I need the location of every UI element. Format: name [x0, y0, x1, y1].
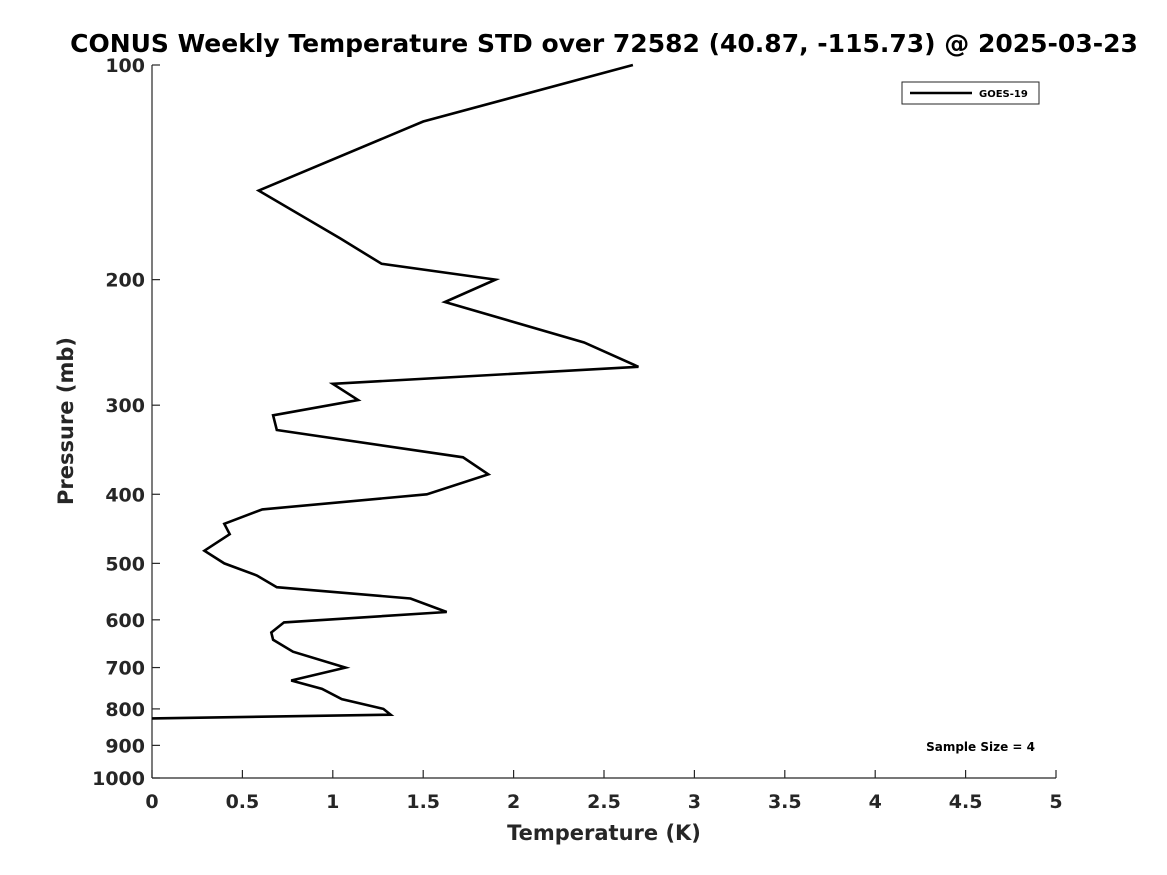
y-tick-label: 300	[105, 395, 145, 417]
y-tick-label: 900	[105, 735, 145, 757]
x-ticks: 0 0.5 1 1.5 2 2.5 3 3.5 4 4.5 5	[145, 770, 1063, 813]
plot-area	[151, 63, 639, 720]
x-tick-label: 5	[1049, 791, 1062, 813]
y-tick-label: 200	[105, 270, 145, 292]
y-tick-label: 100	[105, 55, 145, 77]
y-ticks: 100 200 300 400 500 600 700 800 900 1000	[92, 55, 160, 790]
x-tick-label: 0	[145, 791, 158, 813]
y-tick-label: 500	[105, 553, 145, 575]
series-line-goes-19	[151, 63, 639, 720]
x-tick-label: 1.5	[406, 791, 440, 813]
x-tick-label: 0.5	[226, 791, 260, 813]
x-tick-label: 3.5	[768, 791, 802, 813]
x-tick-label: 2	[507, 791, 520, 813]
x-tick-label: 4.5	[949, 791, 983, 813]
x-axis-label: Temperature (K)	[507, 821, 701, 845]
sample-size-annotation: Sample Size = 4	[926, 740, 1035, 754]
y-axis-label: Pressure (mb)	[54, 337, 78, 505]
legend: GOES-19	[901, 81, 1040, 105]
x-tick-label: 3	[688, 791, 701, 813]
legend-entry-label: GOES-19	[979, 89, 1028, 100]
y-tick-label: 800	[105, 699, 145, 721]
y-tick-label: 700	[105, 658, 145, 680]
y-tick-label: 600	[105, 610, 145, 632]
x-tick-label: 1	[326, 791, 339, 813]
y-tick-label: 1000	[92, 768, 145, 790]
y-tick-label: 400	[105, 484, 145, 506]
x-tick-label: 2.5	[587, 791, 621, 813]
x-tick-label: 4	[869, 791, 882, 813]
chart-title: CONUS Weekly Temperature STD over 72582 …	[70, 29, 1138, 58]
